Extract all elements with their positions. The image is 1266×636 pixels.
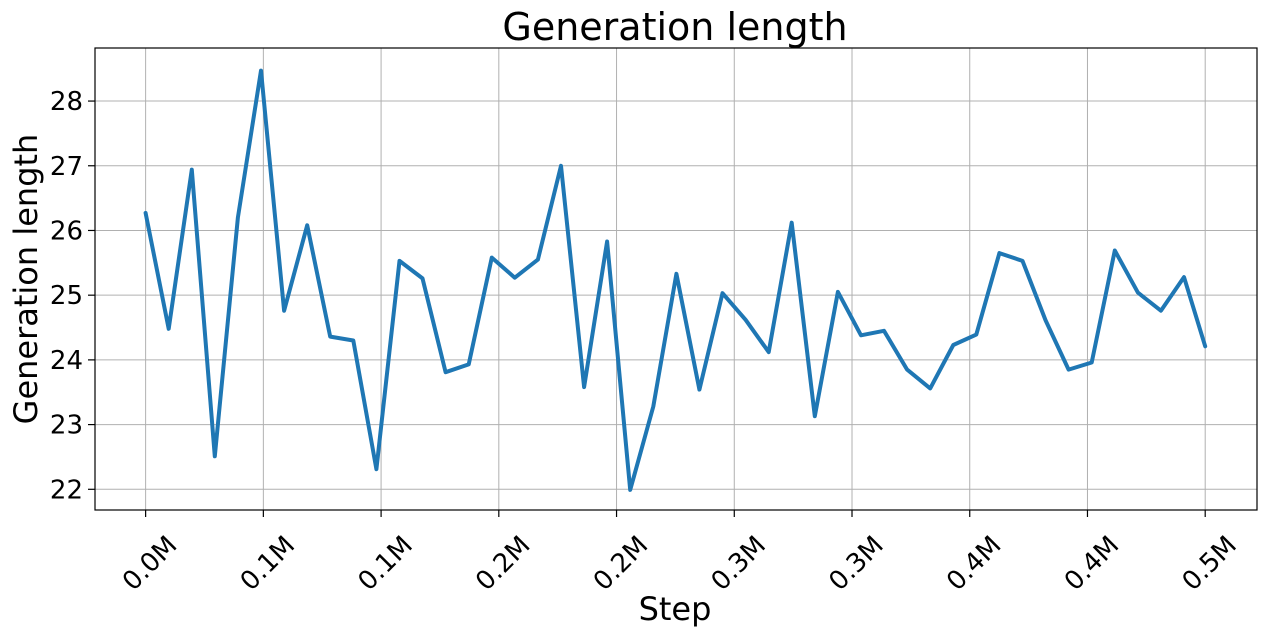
y-tick-label: 25 bbox=[50, 281, 83, 311]
x-tick-label: 0.2M bbox=[470, 530, 536, 596]
x-tick-label: 0.1M bbox=[352, 530, 418, 596]
y-tick-label: 26 bbox=[50, 216, 83, 246]
y-tick-label: 28 bbox=[50, 87, 83, 117]
x-tick-label: 0.5M bbox=[1177, 530, 1243, 596]
y-axis-label: Generation length bbox=[7, 134, 45, 425]
chart-title: Generation length bbox=[502, 5, 847, 49]
plot-frame bbox=[94, 47, 1258, 511]
x-tick-label: 0.4M bbox=[941, 530, 1007, 596]
x-tick-label: 0.0M bbox=[117, 530, 183, 596]
x-tick-label: 0.3M bbox=[823, 530, 889, 596]
x-axis-label: Step bbox=[639, 590, 712, 628]
y-tick-label: 23 bbox=[50, 411, 83, 441]
x-tick-label: 0.3M bbox=[706, 530, 772, 596]
x-tick-label: 0.2M bbox=[588, 530, 654, 596]
y-tick-label: 22 bbox=[50, 475, 83, 505]
series-line bbox=[143, 68, 1208, 492]
series-layer bbox=[143, 68, 1208, 492]
x-tick-label: 0.4M bbox=[1059, 530, 1125, 596]
y-tick-label: 27 bbox=[50, 152, 83, 182]
x-tick-label: 0.1M bbox=[235, 530, 301, 596]
y-tick-label: 24 bbox=[50, 346, 83, 376]
axis-ticks: 0.0M 0.1M 0.1M 0.2M 0.2M 0.3M 0.3M 0.4M 0.4M 0.5M… bbox=[50, 87, 1243, 597]
